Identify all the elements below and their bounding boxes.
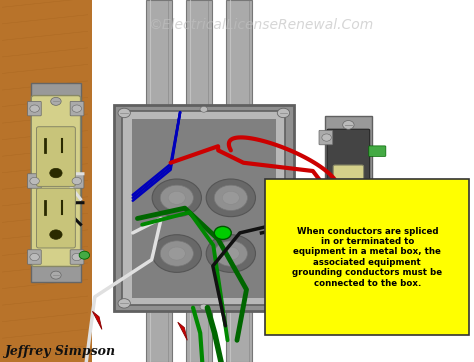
FancyBboxPatch shape <box>146 308 172 362</box>
Circle shape <box>277 108 290 118</box>
FancyBboxPatch shape <box>319 275 333 290</box>
Circle shape <box>343 121 354 129</box>
FancyBboxPatch shape <box>70 101 84 116</box>
FancyBboxPatch shape <box>27 250 41 264</box>
Circle shape <box>168 247 185 260</box>
FancyBboxPatch shape <box>186 308 212 362</box>
Circle shape <box>206 179 255 216</box>
FancyBboxPatch shape <box>36 188 75 248</box>
Circle shape <box>51 97 61 105</box>
Circle shape <box>168 191 185 204</box>
FancyBboxPatch shape <box>70 250 84 264</box>
FancyBboxPatch shape <box>70 174 84 188</box>
FancyBboxPatch shape <box>226 308 252 362</box>
FancyBboxPatch shape <box>27 174 41 188</box>
FancyBboxPatch shape <box>0 0 92 362</box>
Circle shape <box>51 271 61 279</box>
Circle shape <box>343 291 354 299</box>
Circle shape <box>50 230 62 239</box>
Circle shape <box>30 105 39 112</box>
FancyBboxPatch shape <box>31 83 81 282</box>
FancyBboxPatch shape <box>265 179 469 335</box>
FancyBboxPatch shape <box>186 0 212 109</box>
Circle shape <box>214 226 231 239</box>
Circle shape <box>214 185 247 210</box>
Circle shape <box>200 304 208 310</box>
Circle shape <box>322 279 331 286</box>
Circle shape <box>326 298 338 307</box>
Circle shape <box>222 191 239 204</box>
Circle shape <box>30 253 39 261</box>
Circle shape <box>79 251 90 259</box>
FancyBboxPatch shape <box>114 105 294 311</box>
Text: ©ElectricalLicenseRenewal.Com: ©ElectricalLicenseRenewal.Com <box>148 18 374 32</box>
FancyBboxPatch shape <box>325 116 372 304</box>
FancyBboxPatch shape <box>369 146 386 156</box>
Text: When conductors are spliced
in or terminated to
equipment in a metal box, the
as: When conductors are spliced in or termin… <box>292 227 442 287</box>
Polygon shape <box>265 268 467 322</box>
Circle shape <box>50 168 62 178</box>
FancyBboxPatch shape <box>226 0 252 109</box>
Circle shape <box>160 185 193 210</box>
Circle shape <box>72 105 82 112</box>
Polygon shape <box>178 322 187 340</box>
FancyBboxPatch shape <box>146 0 172 109</box>
FancyBboxPatch shape <box>319 130 333 145</box>
FancyBboxPatch shape <box>333 165 364 248</box>
Circle shape <box>72 177 82 185</box>
FancyBboxPatch shape <box>36 127 75 186</box>
FancyBboxPatch shape <box>27 101 41 116</box>
Circle shape <box>72 253 82 261</box>
Circle shape <box>206 235 255 272</box>
Text: Jeffrey Simpson: Jeffrey Simpson <box>5 345 116 358</box>
Circle shape <box>322 134 331 141</box>
Circle shape <box>359 298 371 307</box>
Circle shape <box>222 247 239 260</box>
Polygon shape <box>92 311 102 329</box>
Circle shape <box>118 299 130 308</box>
Circle shape <box>118 108 130 118</box>
Circle shape <box>152 235 201 272</box>
FancyBboxPatch shape <box>31 96 81 266</box>
Circle shape <box>214 241 247 266</box>
FancyBboxPatch shape <box>327 129 370 291</box>
Circle shape <box>277 299 290 308</box>
Circle shape <box>200 106 208 112</box>
Circle shape <box>30 177 39 185</box>
FancyBboxPatch shape <box>122 111 285 305</box>
Circle shape <box>160 241 193 266</box>
FancyBboxPatch shape <box>132 119 276 298</box>
Circle shape <box>152 179 201 216</box>
